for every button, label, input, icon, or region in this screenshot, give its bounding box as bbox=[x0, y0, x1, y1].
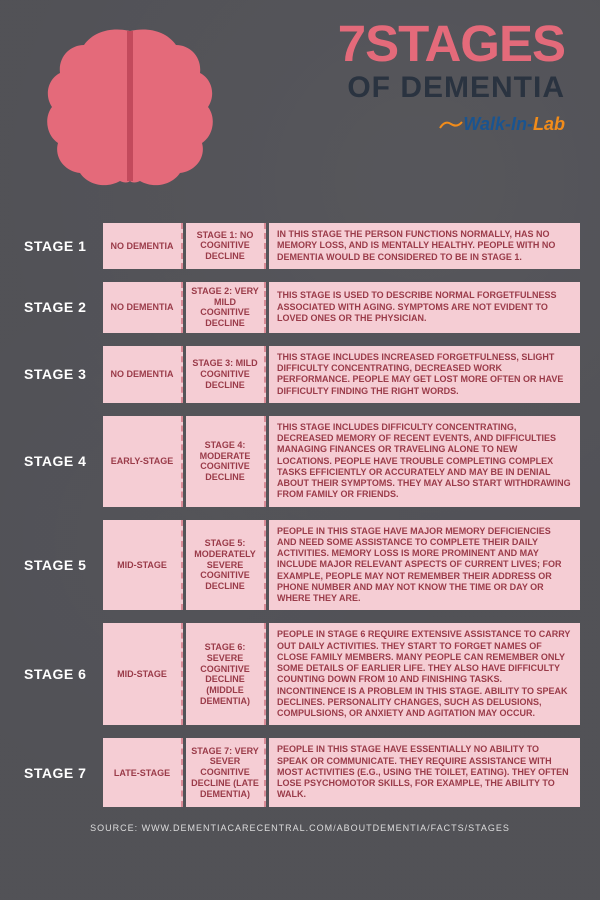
brain-icon bbox=[40, 18, 240, 198]
stage-category: No Dementia bbox=[103, 223, 183, 269]
stage-name: Stage 2: Very Mild Cognitive Decline bbox=[186, 282, 266, 333]
stage-label: STAGE 1 bbox=[20, 223, 100, 269]
title-block: 7STAGES OF DEMENTIA Walk-In-Lab bbox=[240, 18, 570, 135]
stage-label: STAGE 5 bbox=[20, 520, 100, 611]
stage-label: STAGE 6 bbox=[20, 623, 100, 725]
stages-table: STAGE 1No DementiaStage 1: No Cognitive … bbox=[0, 208, 600, 815]
stage-description: People in Stage 6 require extensive assi… bbox=[269, 623, 580, 725]
stage-name: Stage 7: Very Sever Cognitive Decline (L… bbox=[186, 738, 266, 806]
stage-category: Mid-Stage bbox=[103, 520, 183, 611]
stage-label: STAGE 4 bbox=[20, 416, 100, 507]
stage-name: Stage 5: Moderately Severe Cognitive Dec… bbox=[186, 520, 266, 611]
title-sub: OF DEMENTIA bbox=[240, 71, 565, 104]
stage-category: Mid-Stage bbox=[103, 623, 183, 725]
stage-label: STAGE 7 bbox=[20, 738, 100, 806]
stage-row: STAGE 7Late-StageStage 7: Very Sever Cog… bbox=[20, 738, 580, 806]
stage-label: STAGE 2 bbox=[20, 282, 100, 333]
header: 7STAGES OF DEMENTIA Walk-In-Lab bbox=[0, 0, 600, 208]
stage-description: In this stage the person functions norma… bbox=[269, 223, 580, 269]
stage-row: STAGE 3No DementiaStage 3: Mild Cognitiv… bbox=[20, 346, 580, 403]
stage-category: No Dementia bbox=[103, 346, 183, 403]
brand-logo: Walk-In-Lab bbox=[240, 114, 565, 135]
stage-category: Early-Stage bbox=[103, 416, 183, 507]
stage-label: STAGE 3 bbox=[20, 346, 100, 403]
stage-description: This stage includes difficulty concentra… bbox=[269, 416, 580, 507]
stage-name: Stage 1: No Cognitive Decline bbox=[186, 223, 266, 269]
stage-description: This stage is used to describe normal fo… bbox=[269, 282, 580, 333]
stage-name: Stage 3: Mild Cognitive Decline bbox=[186, 346, 266, 403]
stage-name: Stage 4: Moderate Cognitive Decline bbox=[186, 416, 266, 507]
stage-name: Stage 6: Severe Cognitive Decline (Middl… bbox=[186, 623, 266, 725]
stage-category: No Dementia bbox=[103, 282, 183, 333]
stage-row: STAGE 2No DementiaStage 2: Very Mild Cog… bbox=[20, 282, 580, 333]
stage-description: This stage includes increased forgetfuln… bbox=[269, 346, 580, 403]
stage-row: STAGE 5Mid-StageStage 5: Moderately Seve… bbox=[20, 520, 580, 611]
stage-row: STAGE 6Mid-StageStage 6: Severe Cognitiv… bbox=[20, 623, 580, 725]
stage-category: Late-Stage bbox=[103, 738, 183, 806]
source-text: Source: www.dementiacarecentral.com/abou… bbox=[0, 815, 600, 843]
stage-description: People in this stage have essentially no… bbox=[269, 738, 580, 806]
stage-row: STAGE 1No DementiaStage 1: No Cognitive … bbox=[20, 223, 580, 269]
stage-row: STAGE 4Early-StageStage 4: Moderate Cogn… bbox=[20, 416, 580, 507]
stage-description: People in this stage have major memory d… bbox=[269, 520, 580, 611]
title-main: 7STAGES bbox=[240, 18, 565, 69]
